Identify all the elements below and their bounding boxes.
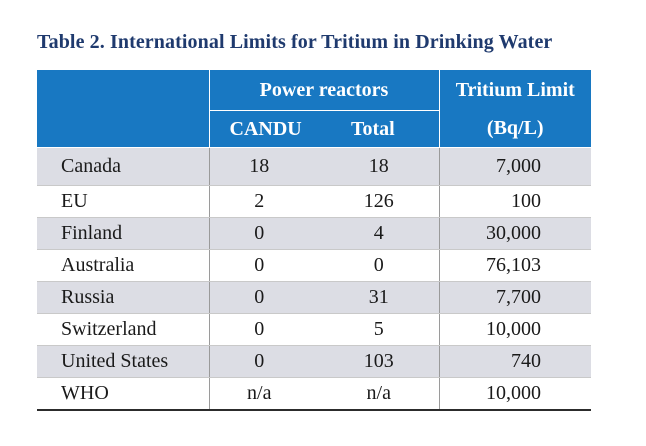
- candu-cell: 0: [208, 313, 337, 346]
- header-power-reactors: Power reactors: [208, 70, 439, 111]
- header-tritium-unit: (Bq/L): [438, 110, 591, 148]
- total-cell: 0: [337, 249, 439, 282]
- limit-cell: 7,000: [438, 147, 591, 186]
- limit-cell: 7,700: [438, 281, 591, 314]
- tritium-limits-table: Power reactors Tritium Limit CANDU Total…: [37, 70, 591, 411]
- total-cell: 103: [337, 345, 439, 378]
- limit-cell: 30,000: [438, 217, 591, 250]
- header-candu: CANDU: [208, 110, 337, 148]
- limit-cell: 10,000: [438, 377, 591, 411]
- limit-cell: 76,103: [438, 249, 591, 282]
- table-row: WHO n/a n/a 10,000: [37, 377, 591, 411]
- total-cell: 126: [337, 185, 439, 218]
- country-cell: Finland: [37, 217, 209, 250]
- total-cell: 5: [337, 313, 439, 346]
- country-cell: United States: [37, 345, 209, 378]
- candu-cell: 0: [208, 281, 337, 314]
- candu-cell: 2: [208, 185, 337, 218]
- header-total: Total: [337, 110, 439, 148]
- country-cell: WHO: [37, 377, 209, 411]
- country-cell: Australia: [37, 249, 209, 282]
- table-row: Australia 0 0 76,103: [37, 249, 591, 282]
- candu-cell: 0: [208, 345, 337, 378]
- country-cell: Canada: [37, 147, 209, 186]
- candu-cell: n/a: [208, 377, 337, 411]
- country-cell: Switzerland: [37, 313, 209, 346]
- total-cell: 31: [337, 281, 439, 314]
- candu-cell: 0: [208, 249, 337, 282]
- table-body: Canada 18 18 7,000 EU 2 126 100 Finland …: [37, 147, 591, 411]
- table-header: Power reactors Tritium Limit CANDU Total…: [37, 70, 591, 148]
- total-cell: 4: [337, 217, 439, 250]
- table-row: Finland 0 4 30,000: [37, 217, 591, 250]
- table-caption: Table 2. International Limits for Tritiu…: [37, 31, 553, 53]
- limit-cell: 10,000: [438, 313, 591, 346]
- country-cell: Russia: [37, 281, 209, 314]
- table-row: Switzerland 0 5 10,000: [37, 313, 591, 346]
- limit-cell: 740: [438, 345, 591, 378]
- table-row: Russia 0 31 7,700: [37, 281, 591, 314]
- table-row: EU 2 126 100: [37, 185, 591, 218]
- header-blank-cell: [37, 70, 209, 148]
- candu-cell: 18: [208, 147, 337, 186]
- table-row: Canada 18 18 7,000: [37, 147, 591, 186]
- total-cell: n/a: [337, 377, 439, 411]
- total-cell: 18: [337, 147, 439, 186]
- country-cell: EU: [37, 185, 209, 218]
- table-row: United States 0 103 740: [37, 345, 591, 378]
- candu-cell: 0: [208, 217, 337, 250]
- limit-cell: 100: [438, 185, 591, 218]
- header-tritium-limit: Tritium Limit: [438, 70, 591, 111]
